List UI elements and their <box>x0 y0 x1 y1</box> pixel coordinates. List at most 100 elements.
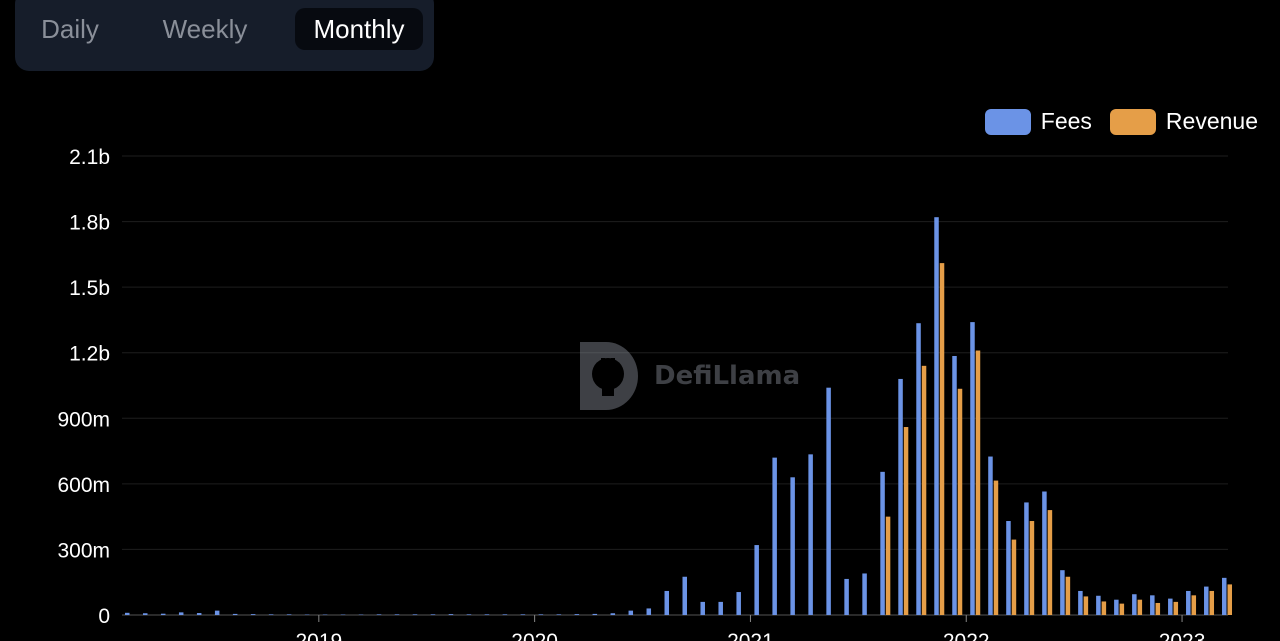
legend-label-fees: Fees <box>1040 108 1092 134</box>
fees-bar <box>178 612 184 615</box>
fees-bar <box>1078 590 1083 615</box>
y-tick-label: 300m <box>57 539 110 562</box>
revenue-bar <box>903 427 909 615</box>
monthly-tab[interactable]: Monthly <box>295 8 423 50</box>
fees-bar <box>556 614 562 615</box>
fees-bar <box>916 323 921 615</box>
period-toggle: Daily Weekly Monthly <box>15 0 434 71</box>
fees-bar <box>268 614 274 615</box>
fees-bar <box>952 355 957 615</box>
revenue-bar <box>1029 521 1035 615</box>
fees-bar <box>736 592 741 615</box>
y-tick-label: 0 <box>98 605 110 628</box>
fees-bar <box>430 614 436 615</box>
revenue-swatch <box>1109 108 1156 135</box>
fees-bar <box>1132 594 1137 615</box>
daily-tab[interactable]: Daily <box>41 14 99 44</box>
fees-bar <box>394 614 400 615</box>
fees-bar <box>376 614 382 615</box>
fees-bar <box>934 217 939 615</box>
fees-bar <box>628 610 634 615</box>
y-tick-label: 2.1b <box>69 146 110 169</box>
fees-bar <box>1204 586 1209 615</box>
revenue-bar <box>1011 539 1017 615</box>
revenue-bar <box>1155 602 1161 615</box>
fees-bar <box>214 610 220 615</box>
revenue-bar <box>921 365 927 615</box>
fees-bar <box>898 378 903 615</box>
revenue-bar <box>1065 576 1071 615</box>
fees-bar <box>1168 598 1173 615</box>
fees-bar <box>502 614 508 615</box>
revenue-bar <box>885 516 891 615</box>
x-tick-label: 2021 <box>727 630 774 641</box>
fees-bar <box>196 613 202 615</box>
fees-bar <box>754 545 759 615</box>
fees-bar <box>484 614 490 615</box>
fees-bar <box>1060 570 1065 615</box>
fees-bar <box>718 601 723 615</box>
revenue-bar <box>1119 603 1125 615</box>
fees-bar <box>1114 599 1119 615</box>
y-tick-label: 900m <box>57 408 110 431</box>
revenue-bar <box>1173 601 1179 615</box>
x-tick-label: 2020 <box>511 630 558 641</box>
y-tick-label: 1.8b <box>69 212 110 235</box>
fees-swatch <box>984 108 1031 135</box>
fees-bar <box>574 614 580 615</box>
revenue-bar <box>939 263 945 615</box>
revenue-bar <box>957 388 963 615</box>
fees-bar <box>232 613 238 615</box>
revenue-bar <box>1137 599 1143 615</box>
revenue-bar <box>1191 595 1197 615</box>
fees-bar <box>700 601 705 615</box>
fees-bar <box>286 614 292 615</box>
fees-bar <box>826 387 831 615</box>
weekly-tab[interactable]: Weekly <box>162 14 248 44</box>
x-tick-label: 2022 <box>943 630 990 641</box>
legend-item-fees[interactable]: Fees <box>984 108 1092 135</box>
fees-bar <box>412 614 418 615</box>
revenue-bar <box>1101 601 1107 615</box>
fees-bar <box>250 614 256 615</box>
fees-bar <box>664 590 670 615</box>
fees-bar <box>790 477 795 615</box>
llama-logo-icon <box>580 342 638 410</box>
fees-bar <box>772 457 777 615</box>
y-tick-label: 600m <box>57 474 110 497</box>
fees-bar <box>1024 502 1029 615</box>
legend-item-revenue[interactable]: Revenue <box>1109 108 1258 135</box>
fees-bar <box>610 613 616 615</box>
fees-bar <box>592 613 598 615</box>
legend-label-revenue: Revenue <box>1165 108 1258 134</box>
fees-bar <box>646 608 652 615</box>
fees-bar <box>1150 595 1155 615</box>
fees-bar <box>1186 590 1191 615</box>
fees-bar <box>1042 491 1047 615</box>
fees-bar <box>448 614 454 615</box>
revenue-bar <box>975 350 981 615</box>
revenue-bar <box>993 480 999 615</box>
fees-bar <box>808 454 813 615</box>
revenue-bar <box>1047 510 1053 615</box>
y-tick-label: 1.2b <box>69 343 110 366</box>
fees-bar <box>988 456 993 615</box>
revenue-bar <box>1227 584 1233 615</box>
fees-bar <box>142 613 148 615</box>
fees-bar <box>970 322 975 615</box>
fees-bar <box>1006 521 1011 615</box>
revenue-bar <box>1209 590 1215 615</box>
chart-legend: Fees Revenue <box>967 108 1258 135</box>
x-tick-label: 2019 <box>295 630 342 641</box>
fees-bar <box>1096 595 1101 615</box>
fees-bar <box>682 576 687 615</box>
x-tick-label: 2023 <box>1159 630 1206 641</box>
fees-bar <box>1222 577 1227 615</box>
watermark-text: DefiLlama <box>654 361 801 391</box>
revenue-bar <box>1083 596 1089 615</box>
y-tick-label: 1.5b <box>69 277 110 300</box>
fees-bar <box>125 612 130 615</box>
fees-bar <box>160 613 166 615</box>
fees-bar <box>538 614 544 615</box>
